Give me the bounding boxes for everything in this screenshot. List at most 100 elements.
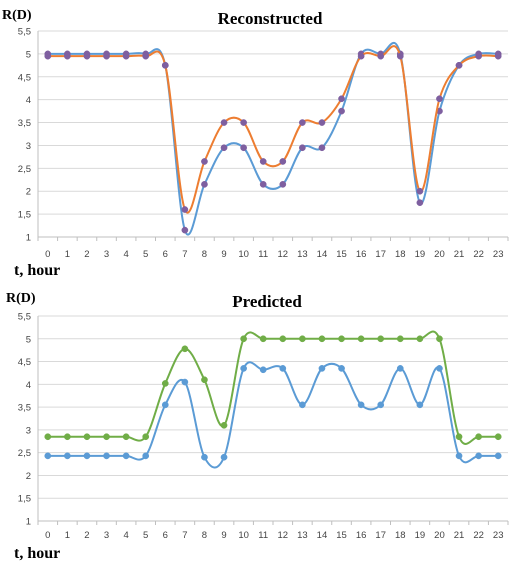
data-point xyxy=(181,226,189,234)
data-point xyxy=(455,452,463,460)
data-point xyxy=(142,433,150,441)
y-tick-label: 4 xyxy=(26,95,31,106)
data-point xyxy=(122,52,130,60)
y-tick-label: 3 xyxy=(26,141,31,152)
x-tick-label: 18 xyxy=(395,530,406,541)
y-tick-label: 4,5 xyxy=(18,357,31,368)
data-point xyxy=(64,52,71,60)
data-point xyxy=(475,52,482,60)
data-point xyxy=(416,335,424,343)
y-tick-label: 2 xyxy=(26,187,31,198)
x-tick-label: 15 xyxy=(336,530,347,541)
x-tick-label: 5 xyxy=(143,249,148,260)
data-point xyxy=(338,365,345,372)
data-point xyxy=(318,365,326,372)
data-point xyxy=(436,335,443,343)
data-point xyxy=(122,452,130,460)
data-point xyxy=(181,345,189,353)
y-tick-label: 3 xyxy=(26,425,31,436)
y-tick-label: 5,5 xyxy=(18,312,31,323)
data-point xyxy=(455,61,463,69)
data-point xyxy=(299,144,306,152)
y-tick-label: 2,5 xyxy=(18,448,31,459)
x-tick-label: 23 xyxy=(493,530,504,541)
y-axis-label: R(D) xyxy=(6,291,36,306)
y-tick-label: 1 xyxy=(26,517,31,528)
x-tick-label: 9 xyxy=(221,530,226,541)
data-point xyxy=(318,119,326,126)
data-point xyxy=(240,119,247,126)
data-point xyxy=(103,452,110,460)
data-point xyxy=(240,335,247,343)
x-tick-label: 22 xyxy=(473,249,484,260)
data-point xyxy=(436,365,443,372)
data-point xyxy=(377,401,385,409)
y-tick-label: 5 xyxy=(26,49,31,60)
x-tick-label: 7 xyxy=(182,249,187,260)
data-point xyxy=(338,107,345,115)
x-axis-label: t, hour xyxy=(14,262,60,279)
y-tick-label: 2 xyxy=(26,471,31,482)
data-point xyxy=(416,199,424,207)
data-point xyxy=(122,433,130,441)
x-tick-label: 0 xyxy=(45,530,50,541)
data-point xyxy=(396,335,404,343)
data-point xyxy=(103,433,110,441)
x-tick-label: 10 xyxy=(238,249,249,260)
data-point xyxy=(142,452,150,460)
data-point xyxy=(396,52,404,60)
data-point xyxy=(259,181,267,188)
y-tick-label: 1,5 xyxy=(18,494,31,505)
x-tick-label: 16 xyxy=(356,249,367,260)
data-point xyxy=(279,335,287,343)
x-tick-label: 2 xyxy=(84,249,89,260)
data-point xyxy=(161,401,169,409)
data-point xyxy=(396,365,404,372)
x-tick-label: 14 xyxy=(317,530,328,541)
x-tick-label: 6 xyxy=(163,530,168,541)
x-axis-label: t, hour xyxy=(14,545,60,562)
data-point xyxy=(259,335,267,343)
data-point xyxy=(475,452,482,460)
x-tick-label: 1 xyxy=(65,249,70,260)
x-tick-label: 12 xyxy=(278,530,289,541)
data-point xyxy=(279,181,287,188)
data-point xyxy=(44,452,52,460)
data-point xyxy=(436,95,443,103)
data-point xyxy=(299,119,306,126)
data-point xyxy=(494,52,502,60)
x-tick-label: 15 xyxy=(336,249,347,260)
data-point xyxy=(318,335,326,343)
y-tick-label: 1 xyxy=(26,233,31,244)
data-point xyxy=(220,119,228,126)
data-point xyxy=(201,453,208,461)
data-point xyxy=(83,433,91,441)
y-tick-label: 3,5 xyxy=(18,403,31,414)
x-tick-label: 10 xyxy=(238,530,249,541)
x-tick-label: 1 xyxy=(65,530,70,541)
data-point xyxy=(161,380,169,387)
series-line-1 xyxy=(46,361,500,469)
data-point xyxy=(494,452,502,460)
data-point xyxy=(357,401,365,409)
data-point xyxy=(201,158,208,165)
x-tick-label: 11 xyxy=(258,530,268,541)
data-point xyxy=(377,52,385,60)
y-tick-label: 4 xyxy=(26,380,31,391)
x-tick-label: 22 xyxy=(473,530,484,541)
x-tick-label: 14 xyxy=(317,249,328,260)
data-point xyxy=(299,401,306,409)
x-tick-label: 20 xyxy=(434,249,445,260)
data-point xyxy=(142,52,150,60)
data-point xyxy=(44,433,52,441)
x-tick-label: 19 xyxy=(415,530,426,541)
x-tick-label: 21 xyxy=(454,530,465,541)
x-tick-label: 6 xyxy=(163,249,168,260)
series-line-2 xyxy=(46,45,500,214)
x-tick-label: 20 xyxy=(434,530,445,541)
data-point xyxy=(220,421,228,429)
x-tick-label: 19 xyxy=(415,249,426,260)
y-tick-label: 5 xyxy=(26,334,31,345)
